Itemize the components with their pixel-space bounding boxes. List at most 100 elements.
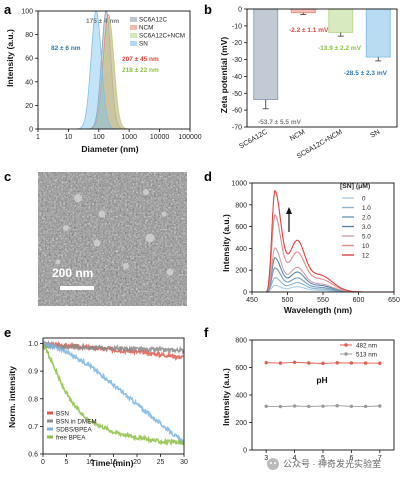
watermark: 公众号 · 神奇发光实验室 (267, 458, 381, 470)
b-ytick-label: -60 (232, 108, 242, 115)
f-ytick-label: 200 (235, 420, 247, 427)
panel-label-e: e (4, 325, 11, 340)
e-series-3 (42, 341, 185, 446)
a-xtick-label: 10000 (150, 134, 170, 141)
b-ytick-label: 0 (238, 7, 242, 14)
f-legend: 482 nm 513 nm (340, 343, 377, 359)
a-legend: SC6A12C NCM SC6A12C+NCM SN (130, 17, 185, 48)
e-legend-item: free BPEA (56, 435, 86, 442)
e-xtick-label: 25 (157, 459, 165, 466)
d-ytick-label: 1000 (231, 181, 247, 188)
b-ytick-label: -20 (232, 40, 242, 47)
b-annotation: -13.9 ± 2.2 mV (318, 45, 362, 52)
d-plot-area: 450 500 550 600 650 0 200 400 600 800 1000 (231, 181, 400, 305)
panel-label-a: a (4, 2, 12, 17)
a-legend-swatch (130, 33, 137, 38)
f-point (349, 361, 354, 365)
e-xtick-label: 30 (180, 459, 188, 466)
e-ytick-label: 0.7 (28, 424, 38, 431)
plot-frame (37, 10, 191, 130)
a-xtick-label: 100000 (178, 134, 201, 141)
b-ytick-label: -30 (232, 57, 242, 64)
d-ylabel: Intensity (a.u.) (221, 214, 231, 272)
a-ytick-label: 60 (25, 56, 33, 63)
a-xtick-label: 1 (36, 134, 40, 141)
a-distribution-2 (89, 18, 129, 130)
f-xtick-label: 6 (349, 455, 353, 462)
watermark-text: 公众号 · 神奇发光实验室 (283, 458, 381, 469)
f-xlabel: pH (316, 375, 327, 385)
b-ytick-label: -40 (232, 74, 242, 81)
a-xtick-label: 100 (93, 134, 105, 141)
e-ytick-label: 0.8 (28, 396, 38, 403)
panel-label-c: c (4, 169, 11, 184)
f-point (307, 361, 311, 365)
e-xtick-label: 0 (41, 459, 45, 466)
a-ylabel: Intensity (a.u.) (5, 29, 15, 87)
b-ylabel: Zeta potential (mV) (219, 37, 229, 114)
e-xtick-label: 20 (133, 459, 141, 466)
e-plot-area: 0 5 10 15 20 25 30 0.6 0.7 0.8 0.9 1.0 (28, 337, 188, 466)
a-ytick-label: 20 (25, 103, 33, 110)
e-series-2 (42, 339, 185, 445)
panel-e: e Norm. intensity Time (min) 0 5 10 15 20 25 3… (4, 325, 188, 468)
f-plot-area: 3 4 5 6 7 0 200 400 600 800 (235, 338, 395, 462)
a-legend-swatch (130, 25, 137, 30)
f-point (378, 404, 382, 408)
a-xlabel: Diameter (nm) (81, 144, 138, 154)
e-ytick-label: 0.6 (28, 452, 38, 459)
wechat-icon (267, 458, 279, 470)
d-legend: 0 1.0 2.0 3.0 5.0 10 12 (342, 196, 371, 260)
b-category-label: SN (369, 129, 381, 140)
d-ytick-label: 800 (235, 202, 247, 209)
d-legend-item: 0 (362, 196, 366, 203)
b-bar-SC6A12C+NCM (328, 8, 354, 33)
d-xtick-label: 600 (353, 297, 365, 304)
f-point (335, 361, 339, 365)
a-ytick-label: 100 (21, 9, 33, 16)
d-xtick-label: 550 (317, 297, 329, 304)
f-point (264, 404, 268, 408)
d-xtick-label: 650 (388, 297, 400, 304)
d-legend-title: [SN] (μM) (340, 183, 370, 190)
e-ylabel: Norm. intensity (7, 366, 17, 428)
plot-frame (246, 8, 398, 128)
f-xtick-label: 5 (321, 455, 325, 462)
a-legend-swatch (130, 17, 137, 22)
a-ytick-label: 80 (25, 32, 33, 39)
f-ytick-label: 400 (235, 393, 247, 400)
e-legend-swatch (47, 435, 53, 439)
d-legend-item: 1.0 (362, 205, 371, 212)
scale-bar-label: 200 nm (52, 266, 93, 280)
f-point (321, 361, 325, 366)
panel-a: a Intensity (a.u.) Diameter (nm) 1 10 100 1… (4, 2, 202, 154)
a-xtick-label: 10 (65, 134, 73, 141)
a-annotation: 175 ± 4 nm (86, 18, 119, 25)
f-point (363, 404, 368, 409)
b-category-label: SC6A12C (238, 129, 268, 151)
panel-label-b: b (204, 2, 212, 17)
panel-label-d: d (204, 169, 212, 184)
e-legend-item: SDBS/BPEA (56, 427, 92, 434)
d-arrow (286, 207, 292, 232)
panel-d: d Intensity (a.u.) Wavelength (nm) 450 50… (204, 169, 400, 315)
f-point (278, 404, 283, 409)
f-point (321, 404, 325, 408)
e-xtick-label: 10 (86, 459, 94, 466)
a-legend-swatch (130, 41, 137, 46)
f-xtick-label: 7 (378, 455, 382, 462)
panel-c: c 200 nm (4, 169, 187, 306)
f-xtick-label: 4 (293, 455, 297, 462)
d-xlabel: Wavelength (nm) (284, 305, 352, 315)
e-legend-swatch (47, 419, 53, 423)
d-legend-item: 10 (362, 243, 370, 250)
f-legend-item: 482 nm (356, 343, 377, 350)
d-ytick-label: 0 (243, 290, 247, 297)
b-bar-SN (365, 8, 391, 58)
a-annotation: 218 ± 22 nm (122, 67, 159, 74)
d-legend-item: 3.0 (362, 224, 371, 231)
f-point (363, 361, 368, 365)
a-annotation: 82 ± 6 nm (51, 45, 81, 52)
